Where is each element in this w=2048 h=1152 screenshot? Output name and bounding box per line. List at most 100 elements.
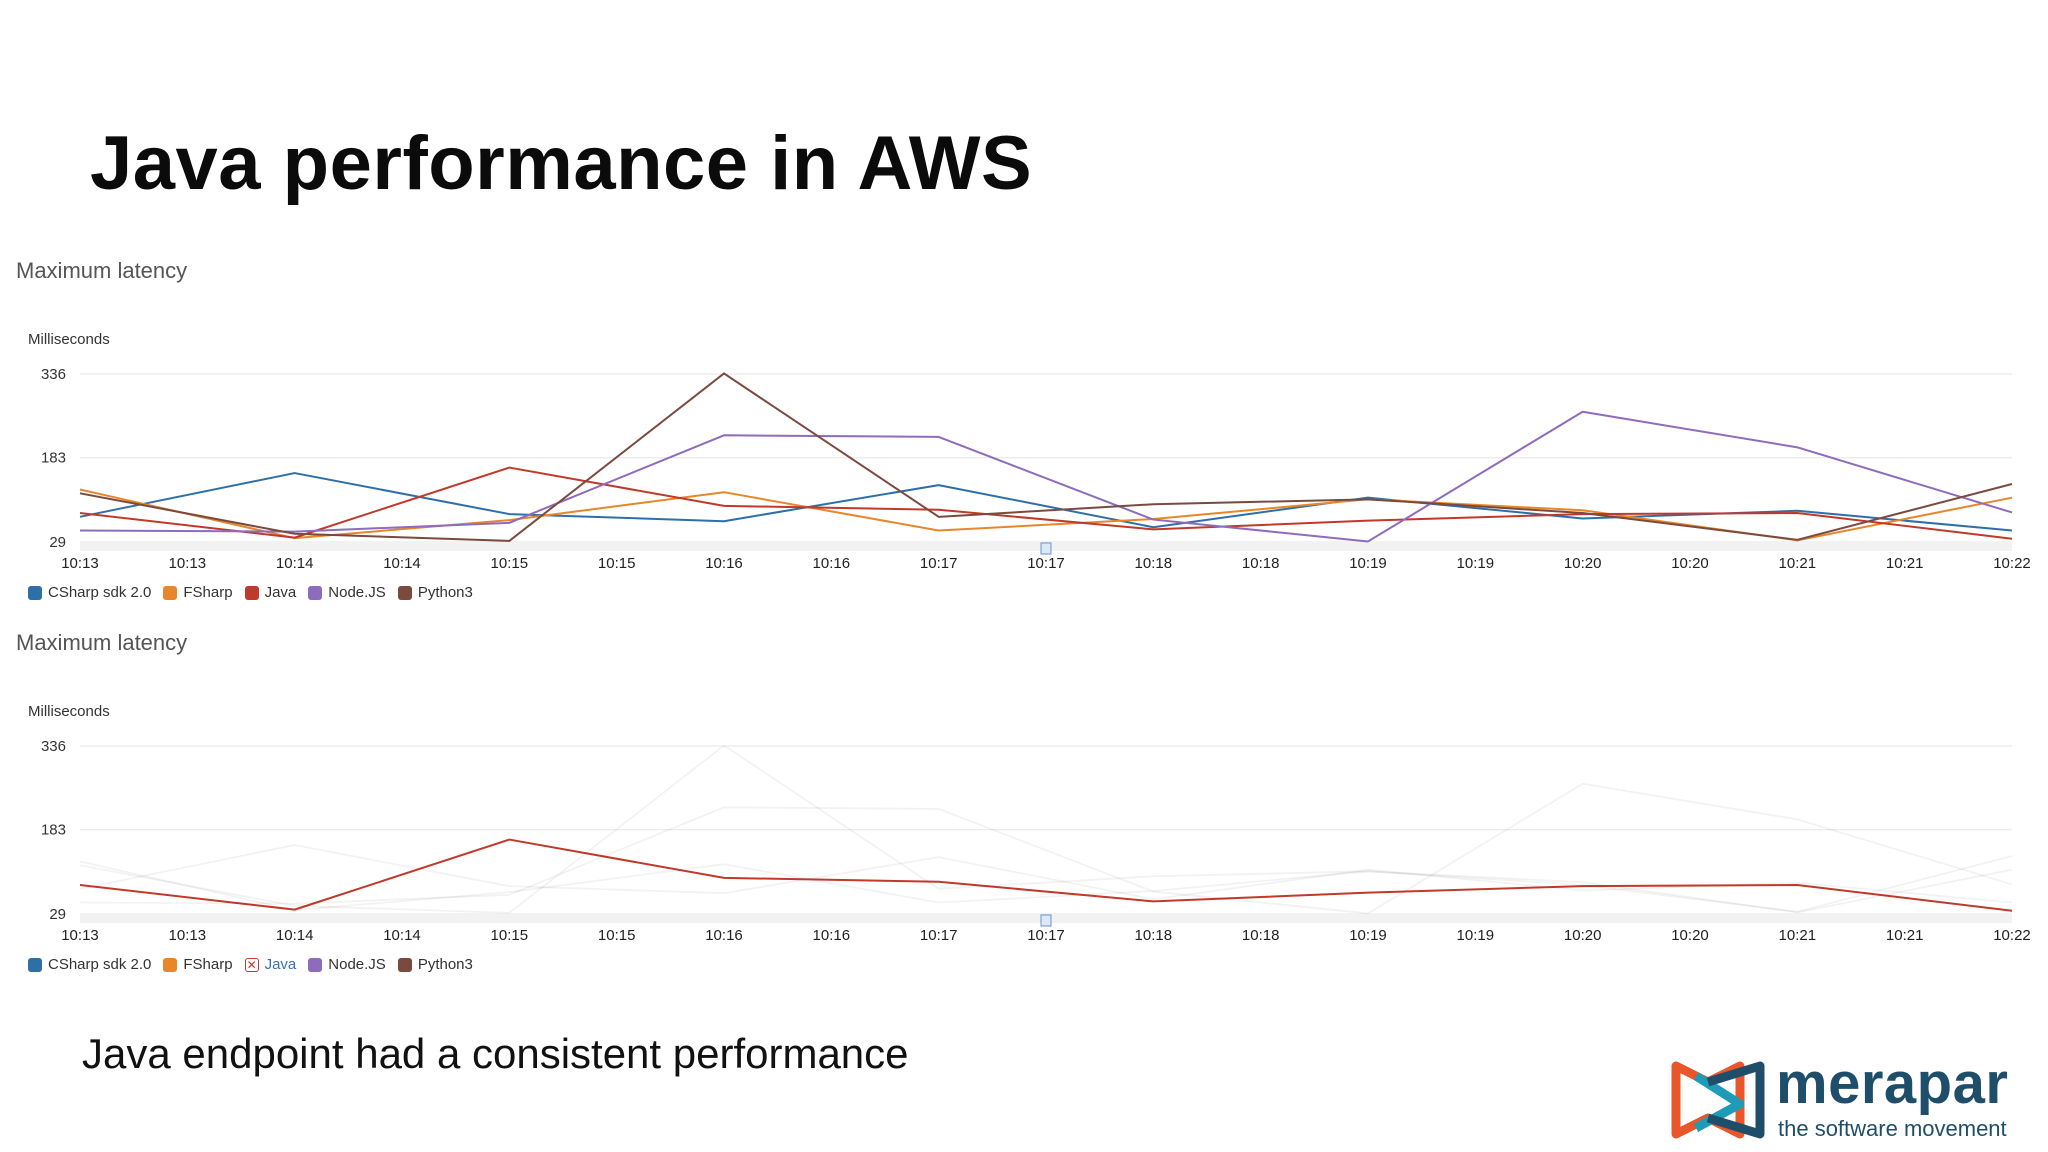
y-axis-label: Milliseconds [28, 703, 110, 720]
x-tick-label: 10:15 [598, 555, 636, 572]
logo-wordmark: merapar [1776, 1051, 2009, 1116]
legend-label: CSharp sdk 2.0 [48, 584, 152, 601]
x-tick-label: 10:14 [383, 927, 421, 944]
x-tick-label: 10:19 [1457, 927, 1495, 944]
legend-swatch [28, 585, 42, 600]
series-line-python3[interactable] [79, 744, 2013, 914]
series-line-node-js[interactable] [79, 410, 2013, 543]
x-tick-label: 10:13 [61, 555, 99, 572]
legend-swatch [244, 585, 259, 600]
x-tick-label: 10:15 [598, 927, 636, 944]
x-tick-label: 10:18 [1242, 555, 1280, 572]
y-tick-label: 183 [41, 822, 66, 839]
y-tick-label: 183 [41, 450, 66, 467]
line-chart[interactable]: Milliseconds 29 183 336 10:13 10:13 10:14 10:14… [0, 622, 2048, 982]
x-tick-label: 10:13 [169, 927, 207, 944]
x-tick-label: 10:20 [1671, 927, 1709, 944]
y-tick-label: 336 [41, 366, 66, 383]
x-tick-label: 10:14 [276, 927, 314, 944]
x-tick-label: 10:16 [813, 927, 851, 944]
x-tick-label: 10:22 [1993, 555, 2031, 572]
legend-label: CSharp sdk 2.0 [48, 956, 152, 973]
legend-label: Node.JS [328, 956, 386, 973]
series-line-fsharp[interactable] [79, 860, 2013, 914]
x-tick-label: 10:21 [1779, 927, 1817, 944]
legend-item-fsharp[interactable]: FSharp [163, 584, 233, 601]
x-tick-label: 10:13 [61, 927, 99, 944]
x-tick-label: 10:13 [169, 555, 207, 572]
x-tick-label: 10:20 [1564, 927, 1602, 944]
x-tick-label: 10:16 [813, 555, 851, 572]
x-tick-label: 10:19 [1349, 927, 1387, 944]
merapar-logo-mark-icon [1671, 1061, 1765, 1139]
legend-swatch [397, 585, 412, 600]
chart-panel-all-series: Maximum latency Milliseconds 29 183 336 10:1… [0, 250, 2048, 610]
x-tick-label: 10:18 [1135, 555, 1173, 572]
legend-label: FSharp [183, 956, 233, 973]
legend-item-csharp-sdk-2-0[interactable]: CSharp sdk 2.0 [28, 956, 151, 973]
legend-label: FSharp [183, 584, 233, 601]
logo-tagline: the software movement [1778, 1116, 2007, 1141]
legend-swatch [397, 957, 412, 972]
legend-swatch [28, 957, 42, 972]
zoom-handle-icon[interactable] [1040, 914, 1052, 927]
legend-item-fsharp[interactable]: FSharp [163, 956, 233, 973]
line-chart[interactable]: Milliseconds 29 183 336 10:13 10:13 10:14 10:14… [0, 250, 2048, 610]
legend-label: Node.JS [328, 584, 386, 601]
x-tick-label: 10:17 [1027, 555, 1065, 572]
legend-item-csharp-sdk-2-0[interactable]: CSharp sdk 2.0 [28, 584, 151, 601]
x-tick-label: 10:20 [1564, 555, 1602, 572]
legend-label: Java [264, 956, 297, 973]
legend-swatch [163, 957, 178, 972]
legend-item-java[interactable]: ✕ Java [244, 956, 297, 973]
x-tick-label: 10:15 [491, 555, 529, 572]
legend-swatch [308, 957, 323, 972]
legend-item-node-js[interactable]: Node.JS [308, 956, 386, 973]
x-tick-label: 10:21 [1779, 555, 1817, 572]
legend-label: Java [264, 584, 297, 601]
series-line-java[interactable] [79, 838, 2013, 912]
x-tick-label: 10:18 [1242, 927, 1280, 944]
series-line-node-js[interactable] [79, 782, 2013, 915]
legend-item-node-js[interactable]: Node.JS [308, 584, 386, 601]
x-tick-label: 10:21 [1886, 927, 1924, 944]
legend-label: Python3 [417, 584, 473, 601]
slide-title: Java performance in AWS [90, 121, 1033, 206]
series-line-java[interactable] [79, 466, 2013, 540]
x-tick-label: 10:22 [1993, 927, 2031, 944]
series-line-csharp-sdk-2-0[interactable] [79, 472, 2013, 532]
chart-title: Maximum latency [16, 630, 188, 655]
y-tick-label: 29 [49, 534, 66, 551]
legend-item-java[interactable]: Java [244, 584, 297, 601]
x-tick-label: 10:14 [383, 555, 421, 572]
x-tick-label: 10:17 [920, 927, 958, 944]
legend-label: Python3 [417, 956, 473, 973]
x-tick-label: 10:16 [705, 927, 743, 944]
x-tick-label: 10:14 [276, 555, 314, 572]
zoom-handle-icon[interactable] [1040, 542, 1052, 555]
chart-legend: CSharp sdk 2.0 FSharp ✕ Java Node.JS Python3 [28, 956, 473, 973]
y-tick-label: 29 [49, 906, 66, 923]
legend-swatch [308, 585, 323, 600]
merapar-logo: merapar the software movement [1668, 1051, 2028, 1141]
x-tick-label: 10:16 [705, 555, 743, 572]
legend-item-python3[interactable]: Python3 [397, 956, 473, 973]
x-tick-label: 10:19 [1349, 555, 1387, 572]
x-tick-label: 10:17 [1027, 927, 1065, 944]
series-line-csharp-sdk-2-0[interactable] [79, 844, 2013, 904]
x-tick-label: 10:15 [491, 927, 529, 944]
close-icon: ✕ [244, 957, 259, 972]
chart-panel-java-highlight: Maximum latency Milliseconds 29 183 336 10:1… [0, 622, 2048, 982]
legend-item-python3[interactable]: Python3 [397, 584, 473, 601]
x-tick-label: 10:20 [1671, 555, 1709, 572]
x-tick-label: 10:21 [1886, 555, 1924, 572]
legend-swatch [163, 585, 178, 600]
x-tick-label: 10:17 [920, 555, 958, 572]
y-tick-label: 336 [41, 738, 66, 755]
chart-legend: CSharp sdk 2.0 FSharp Java Node.JS Python3 [28, 584, 473, 601]
slide-footer-caption: Java endpoint had a consistent performan… [82, 1030, 909, 1077]
x-tick-label: 10:18 [1135, 927, 1173, 944]
series-line-python3[interactable] [79, 372, 2013, 542]
y-axis-label: Milliseconds [28, 331, 110, 348]
series-line-fsharp[interactable] [79, 488, 2013, 542]
